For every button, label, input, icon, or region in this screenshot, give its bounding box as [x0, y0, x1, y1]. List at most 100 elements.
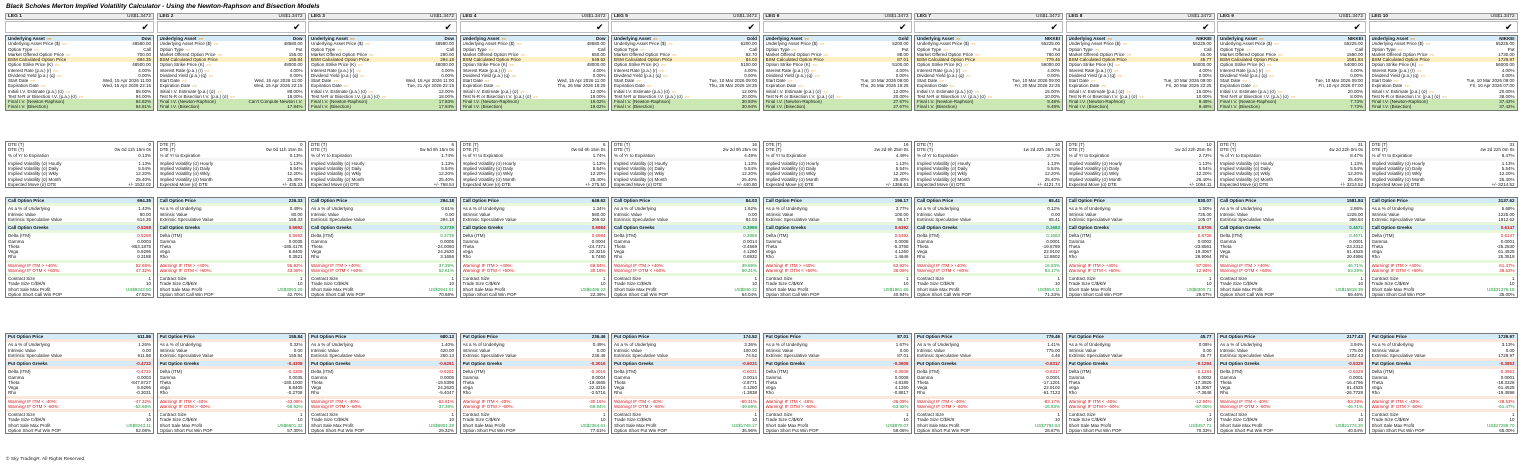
row-start[interactable]: Start Date >> Tue, 10 Mar 2026 09:00 [1066, 78, 1214, 84]
row-div[interactable]: Dividend Yield (p.a.) (q) >> 0.00% [1218, 72, 1365, 78]
edit-arrow-icon[interactable]: >> [360, 72, 365, 78]
row-underlying[interactable]: Underlying Asset >> NIKKEI [915, 36, 1062, 42]
row-iniv[interactable]: Initial I.V. Estimate (p.a.) (σ) >> 12.00% [612, 88, 759, 94]
leg-enable-checkbox[interactable]: ✔ [611, 21, 760, 33]
row-rate[interactable]: Interest Rate (p.a.) (r) >> 4.00% [460, 67, 608, 73]
edit-arrow-icon[interactable]: >> [804, 36, 810, 41]
row-rate[interactable]: Interest Rate (p.a.) (r) >> 4.00% [6, 67, 153, 73]
row-price[interactable]: Underlying Asset Price ($) >> 55225.00 [915, 41, 1062, 47]
row-rate[interactable]: Interest Rate (p.a.) (r) >> 4.00% [915, 67, 1062, 73]
row-underlying[interactable]: Underlying Asset >> NIKKEI [1218, 36, 1365, 42]
edit-arrow-icon[interactable]: >> [509, 62, 514, 68]
row-underlying[interactable]: Underlying Asset >> NIKKEI [1066, 36, 1214, 42]
row-strike[interactable]: Option Strike Price (K) >> 56000.00 [1066, 62, 1214, 68]
edit-arrow-icon[interactable]: >> [798, 83, 803, 89]
edit-arrow-icon[interactable]: >> [495, 83, 500, 89]
row-otype[interactable]: Option Type >> Call [6, 46, 153, 52]
row-exp[interactable]: Expiration Date >> Fri, 10 Apr 2026 07:00 [1369, 83, 1517, 89]
row-exp[interactable]: Expiration Date >> Wed, 15 Apr 2026 22:15 [157, 83, 305, 89]
edit-arrow-icon[interactable]: >> [636, 78, 641, 83]
edit-arrow-icon[interactable]: >> [192, 83, 197, 89]
row-price[interactable]: Underlying Asset Price ($) >> 48580.00 [460, 41, 608, 47]
edit-arrow-icon[interactable]: >> [1126, 88, 1131, 94]
row-rate[interactable]: Interest Rate (p.a.) (r) >> 4.00% [1218, 67, 1365, 73]
edit-arrow-icon[interactable]: >> [1410, 36, 1416, 41]
row-mkt[interactable]: Market Offered Option Price >> 650.00 [460, 51, 608, 57]
edit-arrow-icon[interactable]: >> [349, 36, 355, 41]
row-test[interactable]: Test N-R or Bisection I.V. (p.a.) (σ) >> 2… [612, 93, 759, 99]
edit-arrow-icon[interactable]: >> [1139, 93, 1144, 99]
leg-enable-checkbox[interactable]: ✔ [762, 21, 912, 33]
edit-arrow-icon[interactable]: >> [640, 46, 645, 52]
edit-arrow-icon[interactable]: >> [343, 83, 349, 89]
row-rate[interactable]: Interest Rate (p.a.) (r) >> 4.00% [763, 67, 911, 73]
row-div[interactable]: Dividend Yield (p.a.) (q) >> 0.00% [6, 72, 153, 78]
leg-enable-checkbox[interactable]: ✔ [156, 21, 306, 33]
row-start[interactable]: Start Date >> Tue, 10 Mar 2026 09:00 [1369, 78, 1517, 84]
row-test[interactable]: Test N-R or Bisection I.V. (p.a.) (σ) >> 1… [1066, 93, 1214, 99]
edit-arrow-icon[interactable]: >> [1418, 62, 1423, 68]
row-rate[interactable]: Interest Rate (p.a.) (r) >> 4.00% [612, 67, 759, 73]
row-underlying[interactable]: Underlying Asset >> Dow [157, 36, 305, 42]
row-strike[interactable]: Option Strike Price (K) >> 48000.00 [309, 62, 456, 68]
edit-arrow-icon[interactable]: >> [955, 36, 961, 41]
row-iniv[interactable]: Initial I.V. Estimate (p.a.) (σ) >> 15.00% [1066, 88, 1214, 94]
row-strike[interactable]: Option Strike Price (K) >> 5100.00 [763, 62, 911, 68]
edit-arrow-icon[interactable]: >> [40, 83, 46, 89]
row-iniv[interactable]: Initial I.V. Estimate (p.a.) (σ) >> 12.00% [460, 88, 608, 94]
row-rate[interactable]: Interest Rate (p.a.) (r) >> 4.00% [309, 67, 456, 73]
edit-arrow-icon[interactable]: >> [671, 88, 677, 94]
edit-arrow-icon[interactable]: >> [943, 46, 948, 52]
row-otype[interactable]: Option Type >> Call [1066, 46, 1214, 52]
row-div[interactable]: Dividend Yield (p.a.) (q) >> 0.00% [460, 72, 608, 78]
row-exp[interactable]: Expiration Date >> Thu, 26 Mar 2026 18:25 [763, 83, 911, 89]
row-strike[interactable]: Option Strike Price (K) >> 48000.00 [460, 62, 608, 68]
row-price[interactable]: Underlying Asset Price ($) >> 48580.00 [6, 41, 153, 47]
row-mkt[interactable]: Market Offered Option Price >> 82.70 [612, 51, 759, 57]
edit-arrow-icon[interactable]: >> [810, 67, 816, 73]
row-start[interactable]: Start Date >> Tue, 10 Mar 2026 09:00 [612, 78, 759, 84]
edit-arrow-icon[interactable]: >> [488, 46, 494, 52]
edit-arrow-icon[interactable]: >> [520, 51, 526, 57]
row-div[interactable]: Dividend Yield (p.a.) (q) >> 0.00% [1369, 72, 1517, 78]
edit-arrow-icon[interactable]: >> [62, 41, 67, 47]
edit-arrow-icon[interactable]: >> [337, 46, 342, 52]
edit-arrow-icon[interactable]: >> [663, 72, 668, 78]
edit-arrow-icon[interactable]: >> [814, 72, 820, 78]
row-start[interactable]: Start Date >> Tue, 10 Mar 2026 09:00 [915, 78, 1062, 84]
edit-arrow-icon[interactable]: >> [1442, 93, 1447, 99]
edit-arrow-icon[interactable]: >> [668, 41, 673, 47]
edit-arrow-icon[interactable]: >> [1266, 62, 1272, 68]
row-iniv[interactable]: Initial I.V. Estimate (p.a.) (σ) >> 88.00% [6, 88, 153, 94]
row-start[interactable]: Start Date >> Wed, 15 Apr 2026 11:00 [309, 78, 456, 84]
row-otype[interactable]: Option Type >> Put [915, 46, 1062, 52]
row-underlying[interactable]: Underlying Asset >> Gold [612, 36, 759, 42]
edit-arrow-icon[interactable]: >> [1269, 72, 1274, 78]
edit-arrow-icon[interactable]: >> [1090, 78, 1096, 83]
edit-arrow-icon[interactable]: >> [1416, 67, 1422, 73]
row-otype[interactable]: Option Type >> Call [1218, 46, 1365, 52]
row-div[interactable]: Dividend Yield (p.a.) (q) >> 0.00% [1066, 72, 1214, 78]
edit-arrow-icon[interactable]: >> [963, 62, 969, 68]
edit-arrow-icon[interactable]: >> [819, 41, 825, 47]
row-underlying[interactable]: Underlying Asset >> Gold [763, 36, 911, 42]
edit-arrow-icon[interactable]: >> [204, 67, 210, 73]
row-price[interactable]: Underlying Asset Price ($) >> 55225.00 [1066, 41, 1214, 47]
edit-arrow-icon[interactable]: >> [1094, 46, 1100, 52]
row-div[interactable]: Dividend Yield (p.a.) (q) >> 0.00% [763, 72, 911, 78]
row-strike[interactable]: Option Strike Price (K) >> 54000.00 [1218, 62, 1365, 68]
edit-arrow-icon[interactable]: >> [1290, 93, 1296, 99]
edit-arrow-icon[interactable]: >> [507, 67, 513, 73]
edit-arrow-icon[interactable]: >> [206, 62, 211, 68]
edit-arrow-icon[interactable]: >> [974, 51, 980, 57]
edit-arrow-icon[interactable]: >> [217, 51, 223, 57]
row-test[interactable]: Test N-R or Bisection I.V. (p.a.) (σ) >> 9… [6, 93, 153, 99]
edit-arrow-icon[interactable]: >> [30, 78, 35, 83]
edit-arrow-icon[interactable]: >> [213, 41, 219, 47]
edit-arrow-icon[interactable]: >> [181, 78, 187, 83]
row-exp[interactable]: Expiration Date >> Fri, 20 Mar 2026 22:25 [1066, 83, 1214, 89]
edit-arrow-icon[interactable]: >> [646, 83, 652, 89]
edit-arrow-icon[interactable]: >> [1404, 83, 1409, 89]
edit-arrow-icon[interactable]: >> [1242, 78, 1247, 83]
edit-arrow-icon[interactable]: >> [54, 62, 60, 68]
